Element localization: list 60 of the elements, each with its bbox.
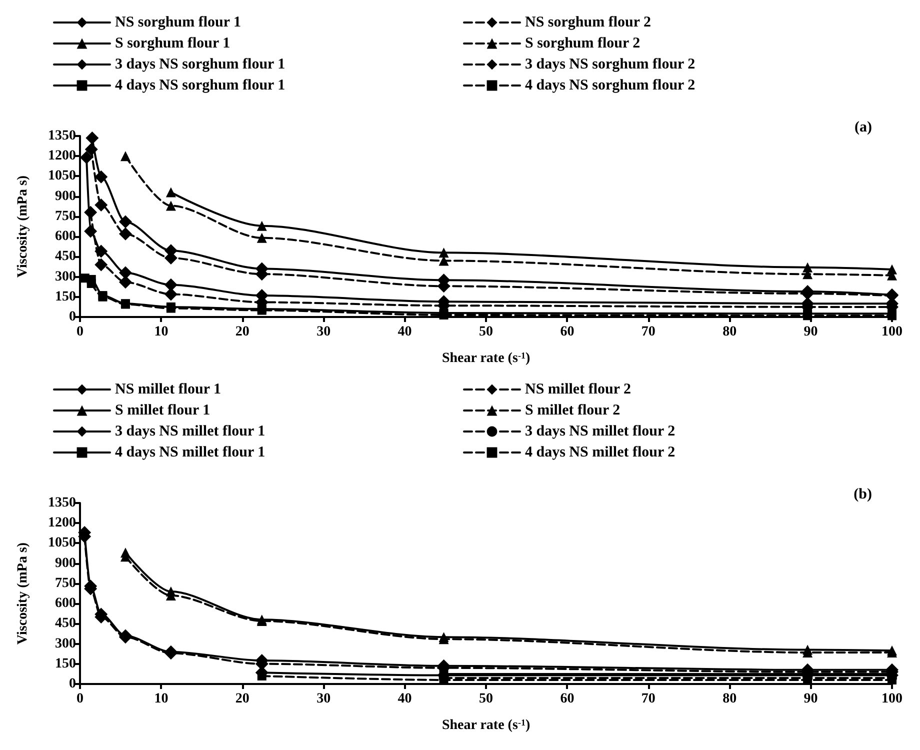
y-tick-label: 150 (55, 656, 76, 672)
x-tick-label: 50 (479, 692, 493, 706)
x-tick-label: 50 (479, 324, 493, 340)
text: (a) (854, 120, 872, 136)
legend-label: 3 days NS millet flour 2 (525, 424, 676, 440)
x-tick-label: 100 (882, 692, 902, 706)
y-tick-label: 1200 (48, 148, 76, 164)
y-tick-label: 450 (55, 249, 76, 264)
x-tick-label: 90 (804, 692, 818, 706)
y-tick-label: 0 (69, 676, 76, 692)
text: (b) (854, 486, 872, 502)
legend-label: 3 days NS millet flour 1 (115, 424, 266, 440)
y-axis-title: Viscosity (mPa s) (16, 542, 30, 645)
x-tick-label: 100 (882, 324, 902, 340)
legend-label: NS millet flour 2 (525, 382, 631, 398)
x-tick-label: 80 (722, 324, 737, 340)
x-tick-label: 40 (398, 324, 412, 340)
y-tick-label: 0 (69, 310, 76, 324)
x-tick-label: 10 (154, 324, 168, 340)
y-tick-label: 300 (55, 269, 76, 284)
x-tick-label: 60 (560, 692, 574, 706)
y-axis-title: Viscosity (mPa s) (16, 175, 30, 278)
y-tick-label: 1200 (48, 516, 76, 531)
y-tick-label: 1350 (48, 496, 76, 510)
legend-label: 4 days NS millet flour 2 (525, 444, 676, 460)
x-tick-label: 40 (398, 692, 412, 706)
x-tick-label: 80 (722, 692, 737, 706)
y-tick-label: 600 (55, 229, 76, 244)
y-tick-label: 1050 (48, 168, 76, 184)
y-tick-label: 900 (55, 556, 76, 571)
legend-label: 3 days NS sorghum flour 1 (115, 56, 286, 72)
y-tick-label: 450 (55, 616, 76, 632)
legend-label: S millet flour 2 (525, 402, 620, 418)
x-tick-label: 20 (235, 324, 250, 340)
x-tick-label: 30 (316, 324, 331, 340)
y-tick-label: 600 (55, 596, 76, 612)
legend-label: S sorghum flour 1 (115, 36, 230, 52)
legend-label: 4 days NS sorghum flour 2 (525, 78, 696, 94)
legend-label: NS sorghum flour 1 (115, 14, 241, 30)
y-tick-label: 150 (55, 289, 76, 304)
x-tick-label: 30 (316, 692, 331, 706)
y-tick-label: 1050 (48, 536, 76, 551)
legend-label: 4 days NS millet flour 1 (115, 444, 266, 460)
y-tick-label: 750 (55, 208, 76, 224)
y-tick-label: 1350 (48, 128, 76, 144)
x-tick-label: 70 (641, 324, 656, 340)
legend-label: S sorghum flour 2 (525, 36, 640, 52)
legend-label: S millet flour 1 (115, 402, 210, 418)
legend-label: 4 days NS sorghum flour 1 (115, 78, 286, 94)
x-tick-label: 70 (641, 692, 656, 706)
y-tick-label: 900 (55, 188, 76, 204)
y-tick-label: 300 (55, 636, 76, 652)
legend-label: 3 days NS sorghum flour 2 (525, 56, 696, 72)
x-tick-label: 20 (235, 692, 250, 706)
x-tick-label: 10 (154, 692, 168, 706)
x-tick-label: 60 (560, 324, 574, 340)
x-tick-label: 90 (804, 324, 818, 340)
legend-label: NS sorghum flour 2 (525, 14, 651, 30)
y-tick-label: 750 (55, 576, 76, 591)
legend-label: NS millet flour 1 (115, 382, 221, 398)
